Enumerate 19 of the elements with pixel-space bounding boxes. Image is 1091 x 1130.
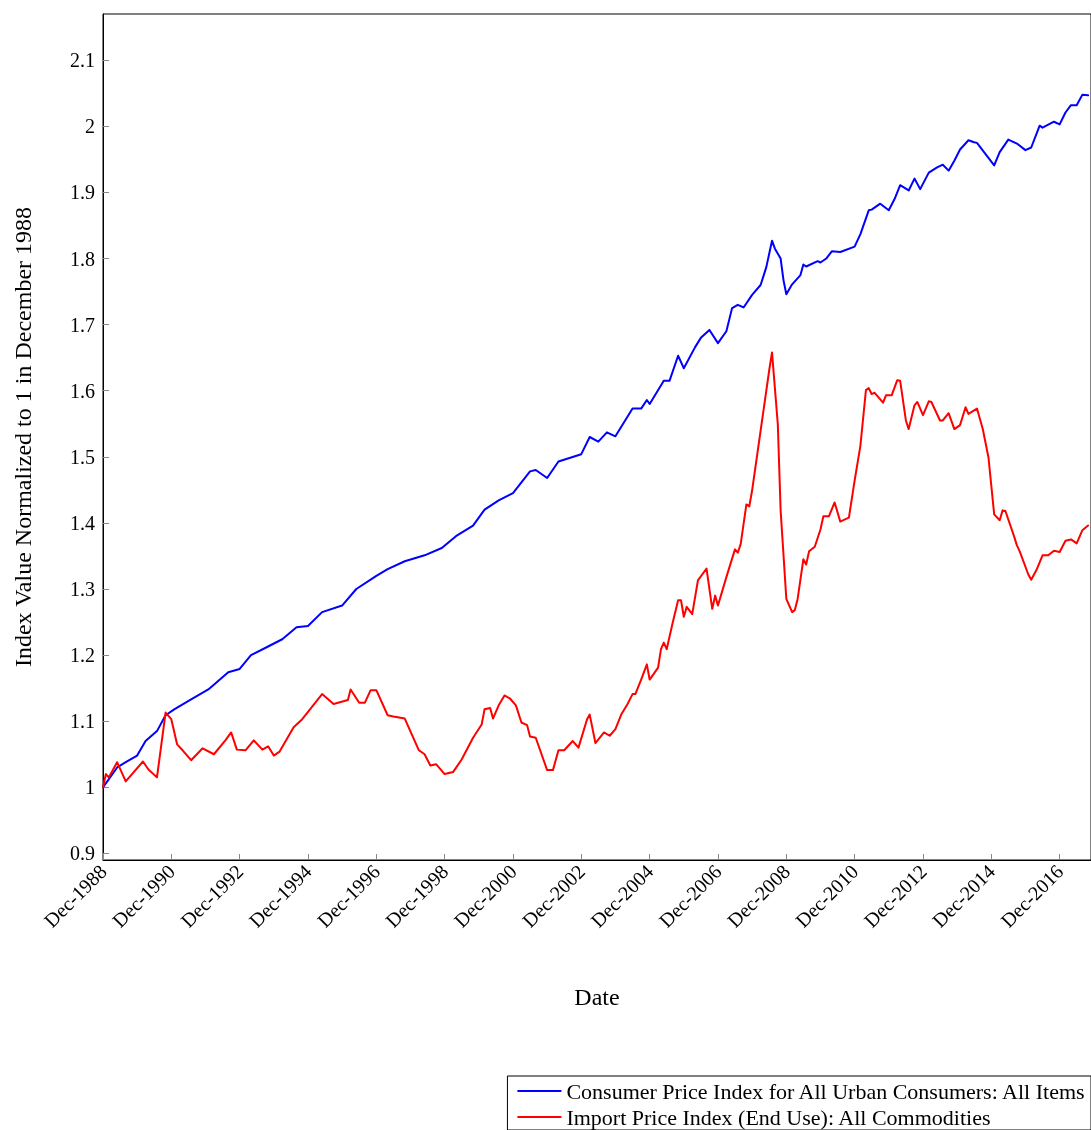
x-axis-title: Date: [574, 984, 620, 1010]
y-tick-label: 1.3: [70, 578, 95, 601]
y-tick-label: 1.5: [70, 445, 95, 468]
line-series: [102, 93, 1090, 789]
y-tick-label: 1.8: [70, 247, 95, 270]
y-tick-label: 1.6: [70, 379, 95, 402]
y-tick-label: 1.2: [70, 644, 95, 667]
y-axis-title: Index Value Normalized to 1 in December 1988: [10, 206, 36, 668]
legend-label: Import Price Index (End Use): All Commodities: [566, 1104, 991, 1130]
y-tick-label: 1: [85, 776, 95, 799]
y-tick-label: 1.4: [70, 511, 95, 534]
line-series: [102, 351, 1090, 789]
y-tick-label: 1.1: [70, 710, 95, 733]
y-tick-label: 2.1: [70, 49, 95, 72]
legend-label: Consumer Price Index for All Urban Consumers: All Items: [566, 1078, 1085, 1104]
y-tick-label: 1.7: [70, 313, 95, 336]
y-tick-label: 1.9: [70, 181, 95, 204]
y-tick-label: 0.9: [70, 842, 95, 865]
y-tick-label: 2: [85, 115, 95, 138]
